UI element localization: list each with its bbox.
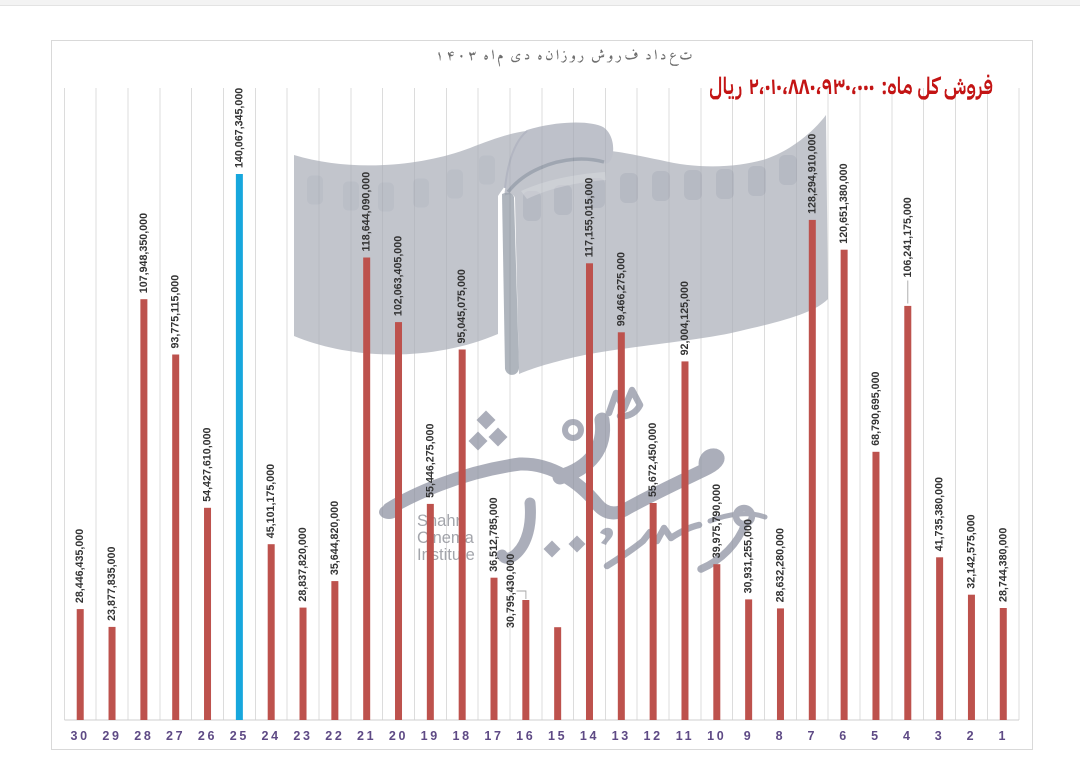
svg-text:13: 13 xyxy=(612,729,631,743)
svg-text:6: 6 xyxy=(839,729,849,743)
svg-text:118,644,090,000: 118,644,090,000 xyxy=(361,172,373,252)
svg-text:55,446,275,000: 55,446,275,000 xyxy=(424,424,436,498)
svg-text:Institute: Institute xyxy=(417,546,475,564)
svg-text:35,644,820,000: 35,644,820,000 xyxy=(329,501,341,575)
svg-text:92,004,125,000: 92,004,125,000 xyxy=(679,281,691,355)
svg-text:21: 21 xyxy=(357,729,376,743)
svg-text:55,672,450,000: 55,672,450,000 xyxy=(647,423,659,497)
svg-text:117,155,015,000: 117,155,015,000 xyxy=(584,178,596,258)
svg-text:30,931,255,000: 30,931,255,000 xyxy=(743,519,755,593)
svg-text:4: 4 xyxy=(903,729,913,743)
svg-text:120,651,380,000: 120,651,380,000 xyxy=(838,163,850,243)
svg-text:30,795,430,000: 30,795,430,000 xyxy=(505,554,517,628)
svg-text:106,241,175,000: 106,241,175,000 xyxy=(902,197,914,277)
svg-text:Cinema: Cinema xyxy=(417,529,475,547)
svg-text:8: 8 xyxy=(776,729,786,743)
svg-text:28,744,380,000: 28,744,380,000 xyxy=(997,528,1009,602)
svg-text:107,948,350,000: 107,948,350,000 xyxy=(138,213,150,293)
svg-text:1: 1 xyxy=(998,729,1008,743)
svg-text:20: 20 xyxy=(389,729,408,743)
svg-text:30: 30 xyxy=(71,729,90,743)
svg-text:102,063,405,000: 102,063,405,000 xyxy=(393,236,405,316)
svg-text:27: 27 xyxy=(166,729,185,743)
svg-text:15: 15 xyxy=(548,729,567,743)
svg-text:99,466,275,000: 99,466,275,000 xyxy=(615,252,627,326)
svg-text:22: 22 xyxy=(325,729,344,743)
svg-text:10: 10 xyxy=(707,729,726,743)
svg-text:23: 23 xyxy=(293,729,312,743)
svg-text:39,975,790,000: 39,975,790,000 xyxy=(711,484,723,558)
svg-text:19: 19 xyxy=(421,729,440,743)
svg-text:12: 12 xyxy=(644,729,663,743)
svg-text:32,142,575,000: 32,142,575,000 xyxy=(966,514,978,588)
svg-text:2: 2 xyxy=(967,729,977,743)
svg-text:18: 18 xyxy=(453,729,472,743)
svg-text:41,735,380,000: 41,735,380,000 xyxy=(934,477,946,551)
svg-text:17: 17 xyxy=(484,729,503,743)
svg-text:Shahr: Shahr xyxy=(417,512,462,530)
svg-text:26: 26 xyxy=(198,729,217,743)
svg-text:28,446,435,000: 28,446,435,000 xyxy=(74,529,86,603)
svg-text:25: 25 xyxy=(230,729,249,743)
svg-text:45,101,175,000: 45,101,175,000 xyxy=(265,464,277,538)
svg-text:28,837,820,000: 28,837,820,000 xyxy=(297,527,309,601)
svg-text:9: 9 xyxy=(744,729,754,743)
svg-text:128,294,910,000: 128,294,910,000 xyxy=(806,134,818,214)
svg-text:140,067,345,000: 140,067,345,000 xyxy=(233,88,245,168)
svg-text:24: 24 xyxy=(262,729,281,743)
svg-text:11: 11 xyxy=(676,729,695,743)
svg-text:28: 28 xyxy=(134,729,153,743)
svg-text:28,632,280,000: 28,632,280,000 xyxy=(775,528,787,602)
svg-text:5: 5 xyxy=(871,729,881,743)
svg-text:7: 7 xyxy=(807,729,817,743)
svg-text:3: 3 xyxy=(935,729,945,743)
svg-text:23,877,835,000: 23,877,835,000 xyxy=(106,547,118,621)
svg-text:16: 16 xyxy=(516,729,535,743)
svg-text:29: 29 xyxy=(102,729,121,743)
svg-text:36,512,785,000: 36,512,785,000 xyxy=(488,497,500,571)
svg-text:54,427,610,000: 54,427,610,000 xyxy=(202,427,214,501)
svg-text:68,790,695,000: 68,790,695,000 xyxy=(870,371,882,445)
svg-text:14: 14 xyxy=(580,729,599,743)
svg-text:95,045,075,000: 95,045,075,000 xyxy=(456,269,468,343)
svg-text:93,775,115,000: 93,775,115,000 xyxy=(170,275,182,349)
